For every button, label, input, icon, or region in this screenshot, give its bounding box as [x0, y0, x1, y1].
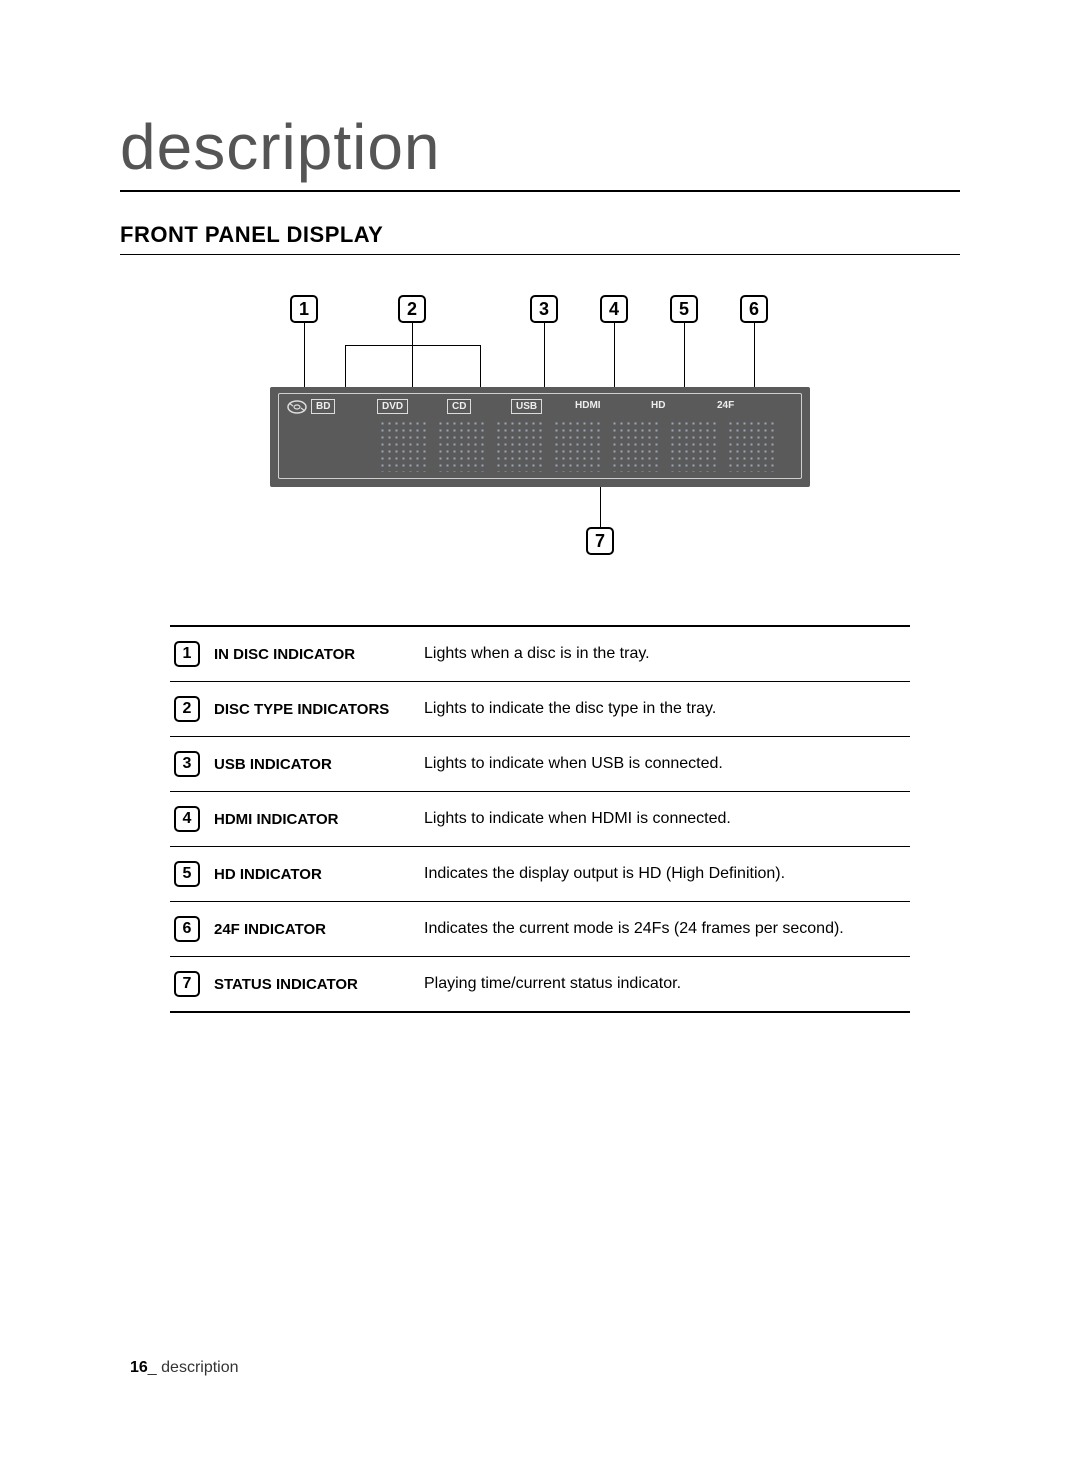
- table-row: 3 USB INDICATORLights to indicate when US…: [170, 737, 910, 792]
- ind-24f: 24F: [717, 400, 734, 411]
- table-row: 7 STATUS INDICATORPlaying time/current st…: [170, 957, 910, 1013]
- page-title: description: [120, 110, 960, 192]
- callout-4: 4: [600, 295, 628, 323]
- ind-bd: BD: [311, 399, 335, 414]
- disc-icon: [287, 400, 307, 419]
- front-panel-diagram: 1 2 3 4 5 6: [270, 295, 810, 565]
- row-name: HDMI INDICATOR: [214, 792, 424, 847]
- row-number: 6: [174, 916, 200, 942]
- ind-hd: HD: [651, 400, 665, 411]
- table-row: 4 HDMI INDICATORLights to indicate when H…: [170, 792, 910, 847]
- display-panel: BD DVD CD USB HDMI HD 24F: [270, 387, 810, 487]
- row-name: DISC TYPE INDICATORS: [214, 682, 424, 737]
- status-dotmatrix: [379, 420, 781, 472]
- ind-usb: USB: [511, 399, 542, 414]
- row-number: 1: [174, 641, 200, 667]
- callout-5: 5: [670, 295, 698, 323]
- row-number: 7: [174, 971, 200, 997]
- callout-7: 7: [586, 527, 614, 555]
- ind-dvd: DVD: [377, 399, 408, 414]
- row-number: 5: [174, 861, 200, 887]
- callout-3: 3: [530, 295, 558, 323]
- row-number: 4: [174, 806, 200, 832]
- row-number: 3: [174, 751, 200, 777]
- row-name: HD INDICATOR: [214, 847, 424, 902]
- row-name: 24F INDICATOR: [214, 902, 424, 957]
- table-row: 1 IN DISC INDICATORLights when a disc is …: [170, 626, 910, 682]
- table-row: 6 24F INDICATORIndicates the current mode…: [170, 902, 910, 957]
- row-desc: Lights to indicate when HDMI is connecte…: [424, 792, 910, 847]
- table-row: 2 DISC TYPE INDICATORSLights to indicate …: [170, 682, 910, 737]
- row-number: 2: [174, 696, 200, 722]
- row-desc: Indicates the current mode is 24Fs (24 f…: [424, 902, 910, 957]
- page-footer: 16_ description: [130, 1359, 239, 1377]
- ind-hdmi: HDMI: [575, 400, 601, 411]
- row-desc: Lights when a disc is in the tray.: [424, 626, 910, 682]
- section-heading: FRONT PANEL DISPLAY: [120, 222, 960, 255]
- row-name: IN DISC INDICATOR: [214, 626, 424, 682]
- callout-2: 2: [398, 295, 426, 323]
- row-name: USB INDICATOR: [214, 737, 424, 792]
- row-desc: Playing time/current status indicator.: [424, 957, 910, 1013]
- footer-label: description: [157, 1359, 239, 1376]
- row-name: STATUS INDICATOR: [214, 957, 424, 1013]
- row-desc: Lights to indicate when USB is connected…: [424, 737, 910, 792]
- row-desc: Indicates the display output is HD (High…: [424, 847, 910, 902]
- ind-cd: CD: [447, 399, 471, 414]
- table-row: 5 HD INDICATORIndicates the display outpu…: [170, 847, 910, 902]
- indicator-table: 1 IN DISC INDICATORLights when a disc is …: [170, 625, 910, 1013]
- page-number: 16: [130, 1359, 148, 1376]
- row-desc: Lights to indicate the disc type in the …: [424, 682, 910, 737]
- callout-1: 1: [290, 295, 318, 323]
- callout-6: 6: [740, 295, 768, 323]
